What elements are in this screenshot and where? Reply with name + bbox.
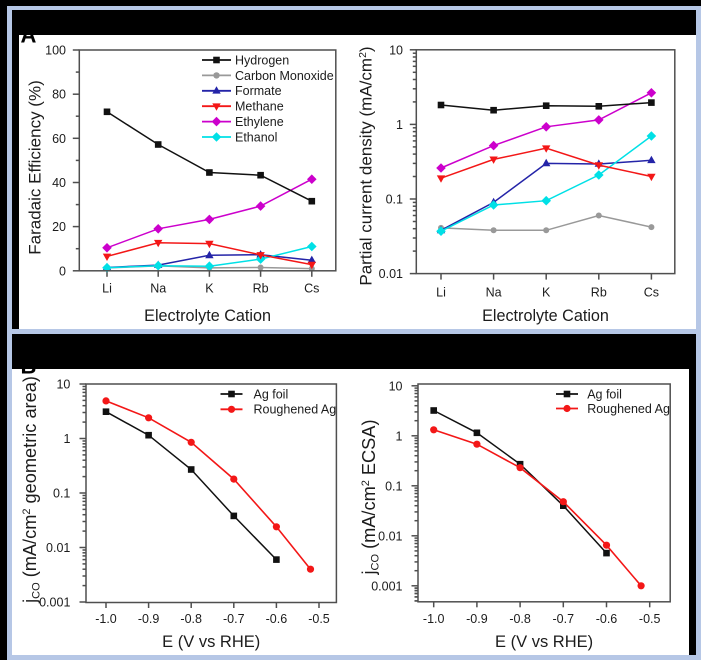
svg-text:Rb: Rb: [253, 282, 269, 296]
svg-text:Ethylene: Ethylene: [235, 115, 284, 129]
svg-text:Li: Li: [102, 282, 112, 296]
svg-text:1: 1: [63, 432, 70, 446]
svg-text:Roughened Ag: Roughened Ag: [254, 403, 337, 417]
svg-text:K: K: [205, 282, 214, 296]
svg-text:Cs: Cs: [304, 282, 319, 296]
svg-text:jCO (mA/cm2 ECSA): jCO (mA/cm2 ECSA): [359, 419, 382, 575]
svg-text:-0.9: -0.9: [466, 612, 488, 626]
svg-text:0.001: 0.001: [371, 579, 402, 593]
svg-text:K: K: [542, 286, 551, 300]
svg-text:Na: Na: [150, 282, 166, 296]
svg-text:-0.6: -0.6: [266, 612, 288, 626]
svg-text:10: 10: [389, 379, 403, 393]
svg-text:0.1: 0.1: [386, 193, 403, 207]
svg-text:Carbon Monoxide: Carbon Monoxide: [235, 69, 334, 83]
svg-text:Ag foil: Ag foil: [254, 387, 289, 401]
svg-text:Li: Li: [436, 286, 446, 300]
svg-text:1: 1: [396, 118, 403, 132]
svg-text:E (V vs RHE): E (V vs RHE): [495, 633, 593, 651]
svg-text:-0.5: -0.5: [639, 612, 661, 626]
svg-text:A: A: [21, 35, 37, 48]
svg-text:Na: Na: [486, 286, 502, 300]
svg-text:Formate: Formate: [235, 84, 282, 98]
svg-text:Ag foil: Ag foil: [587, 387, 622, 401]
svg-text:Cs: Cs: [644, 286, 659, 300]
svg-text:60: 60: [52, 132, 66, 146]
svg-text:Roughened Ag: Roughened Ag: [587, 402, 670, 416]
svg-text:0.1: 0.1: [385, 479, 402, 493]
svg-text:Faradaic Efficiency (%): Faradaic Efficiency (%): [26, 80, 45, 254]
svg-text:Partial current density (mA/cm: Partial current density (mA/cm2): [357, 46, 376, 285]
svg-text:Electrolyte Cation: Electrolyte Cation: [144, 307, 271, 325]
svg-text:-1.0: -1.0: [423, 612, 445, 626]
svg-text:40: 40: [52, 176, 66, 190]
svg-text:0: 0: [59, 264, 66, 278]
svg-text:E (V vs RHE): E (V vs RHE): [162, 633, 260, 651]
svg-text:0.01: 0.01: [378, 529, 402, 543]
svg-text:B: B: [21, 369, 37, 379]
svg-text:10: 10: [389, 43, 403, 57]
svg-text:-0.9: -0.9: [138, 612, 160, 626]
svg-text:jCO (mA/cm2 geometric area): jCO (mA/cm2 geometric area): [20, 376, 42, 604]
svg-text:20: 20: [52, 220, 66, 234]
svg-text:Ethanol: Ethanol: [235, 130, 277, 144]
svg-text:0.01: 0.01: [379, 267, 403, 281]
svg-text:Methane: Methane: [235, 100, 284, 114]
svg-text:-0.6: -0.6: [596, 612, 618, 626]
svg-text:0.001: 0.001: [39, 596, 70, 610]
svg-text:0.1: 0.1: [53, 487, 70, 501]
svg-text:-0.8: -0.8: [509, 612, 531, 626]
svg-text:1: 1: [396, 429, 403, 443]
svg-text:-0.5: -0.5: [308, 612, 330, 626]
svg-text:-0.8: -0.8: [180, 612, 202, 626]
svg-text:10: 10: [56, 378, 70, 392]
svg-text:Rb: Rb: [591, 286, 607, 300]
svg-text:0.01: 0.01: [46, 541, 70, 555]
svg-text:-1.0: -1.0: [95, 612, 117, 626]
svg-text:100: 100: [45, 44, 66, 58]
svg-text:-0.7: -0.7: [223, 612, 245, 626]
svg-text:-0.7: -0.7: [553, 612, 575, 626]
svg-text:Hydrogen: Hydrogen: [235, 53, 289, 67]
svg-text:80: 80: [52, 88, 66, 102]
svg-text:Electrolyte Cation: Electrolyte Cation: [482, 307, 609, 325]
